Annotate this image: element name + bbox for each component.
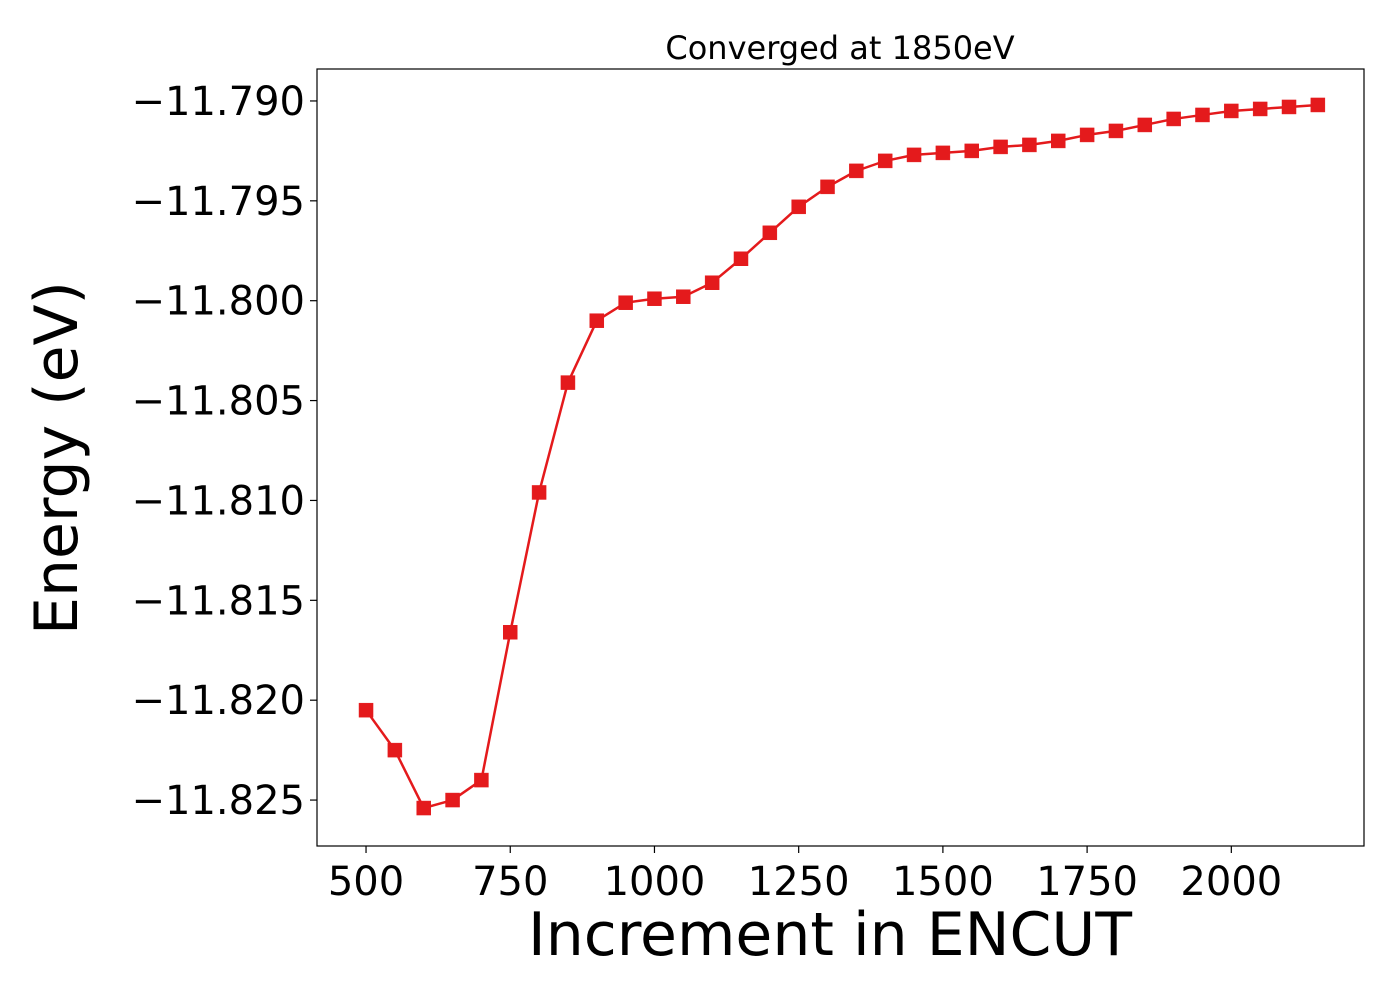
data-point — [1310, 97, 1326, 113]
y-tick-label: −11.810 — [132, 478, 305, 524]
data-point — [387, 742, 403, 758]
data-point — [502, 625, 518, 640]
series-line — [365, 103, 1318, 810]
data-point — [531, 485, 547, 500]
y-tick-label: −11.790 — [132, 79, 305, 125]
data-point — [762, 225, 778, 241]
data-point — [993, 139, 1008, 155]
data-point — [1108, 123, 1124, 139]
x-tick-label: 1250 — [748, 859, 850, 905]
y-tick-label: −11.820 — [132, 678, 305, 724]
data-point — [1166, 111, 1181, 127]
data-point — [1137, 117, 1153, 133]
y-tick-label: −11.795 — [132, 179, 305, 225]
y-tick-label: −11.800 — [132, 279, 305, 325]
x-tick-label: 1500 — [892, 859, 994, 905]
x-tick-label: 1000 — [604, 859, 706, 905]
x-axis-title: Increment in ENCUT — [528, 900, 1132, 970]
data-point — [474, 772, 489, 788]
data-point — [733, 251, 749, 267]
plot-frame — [316, 68, 1365, 847]
data-point — [1195, 107, 1210, 123]
y-axis: −11.790 −11.795 −11.800 −11.805 −11.810 −11.8… — [132, 79, 317, 824]
data-point — [1022, 137, 1037, 153]
y-tick-label: −11.805 — [132, 379, 305, 425]
data-point — [1079, 127, 1095, 143]
data-point — [1224, 103, 1239, 119]
data-point — [1051, 133, 1066, 149]
y-tick-label: −11.815 — [132, 578, 305, 624]
data-point — [791, 199, 806, 215]
x-tick-label: 750 — [472, 859, 548, 905]
data-point — [820, 179, 835, 195]
data-point — [560, 375, 576, 390]
data-point — [1252, 101, 1268, 117]
data-point — [1281, 99, 1297, 115]
data-point — [618, 295, 633, 310]
data-point — [877, 153, 893, 169]
y-tick-label: −11.825 — [132, 778, 305, 824]
x-tick-label: 1750 — [1036, 859, 1138, 905]
data-point — [416, 800, 431, 816]
data-point — [676, 289, 691, 304]
x-tick-label: 2000 — [1180, 859, 1282, 905]
data-point — [358, 702, 374, 718]
plot-area — [358, 97, 1326, 816]
data-point — [647, 291, 662, 306]
data-point — [445, 792, 460, 808]
data-point — [906, 147, 922, 163]
chart-title: Converged at 1850eV — [665, 29, 1014, 67]
x-tick-label: 500 — [328, 859, 404, 905]
y-axis-title: Energy (eV) — [22, 281, 92, 635]
data-point — [849, 163, 864, 179]
x-axis: 500 750 1000 1250 1500 1750 2000 — [328, 846, 1282, 905]
data-point — [964, 143, 979, 159]
data-point — [704, 275, 720, 290]
data-point — [935, 145, 951, 161]
data-point — [589, 313, 605, 328]
